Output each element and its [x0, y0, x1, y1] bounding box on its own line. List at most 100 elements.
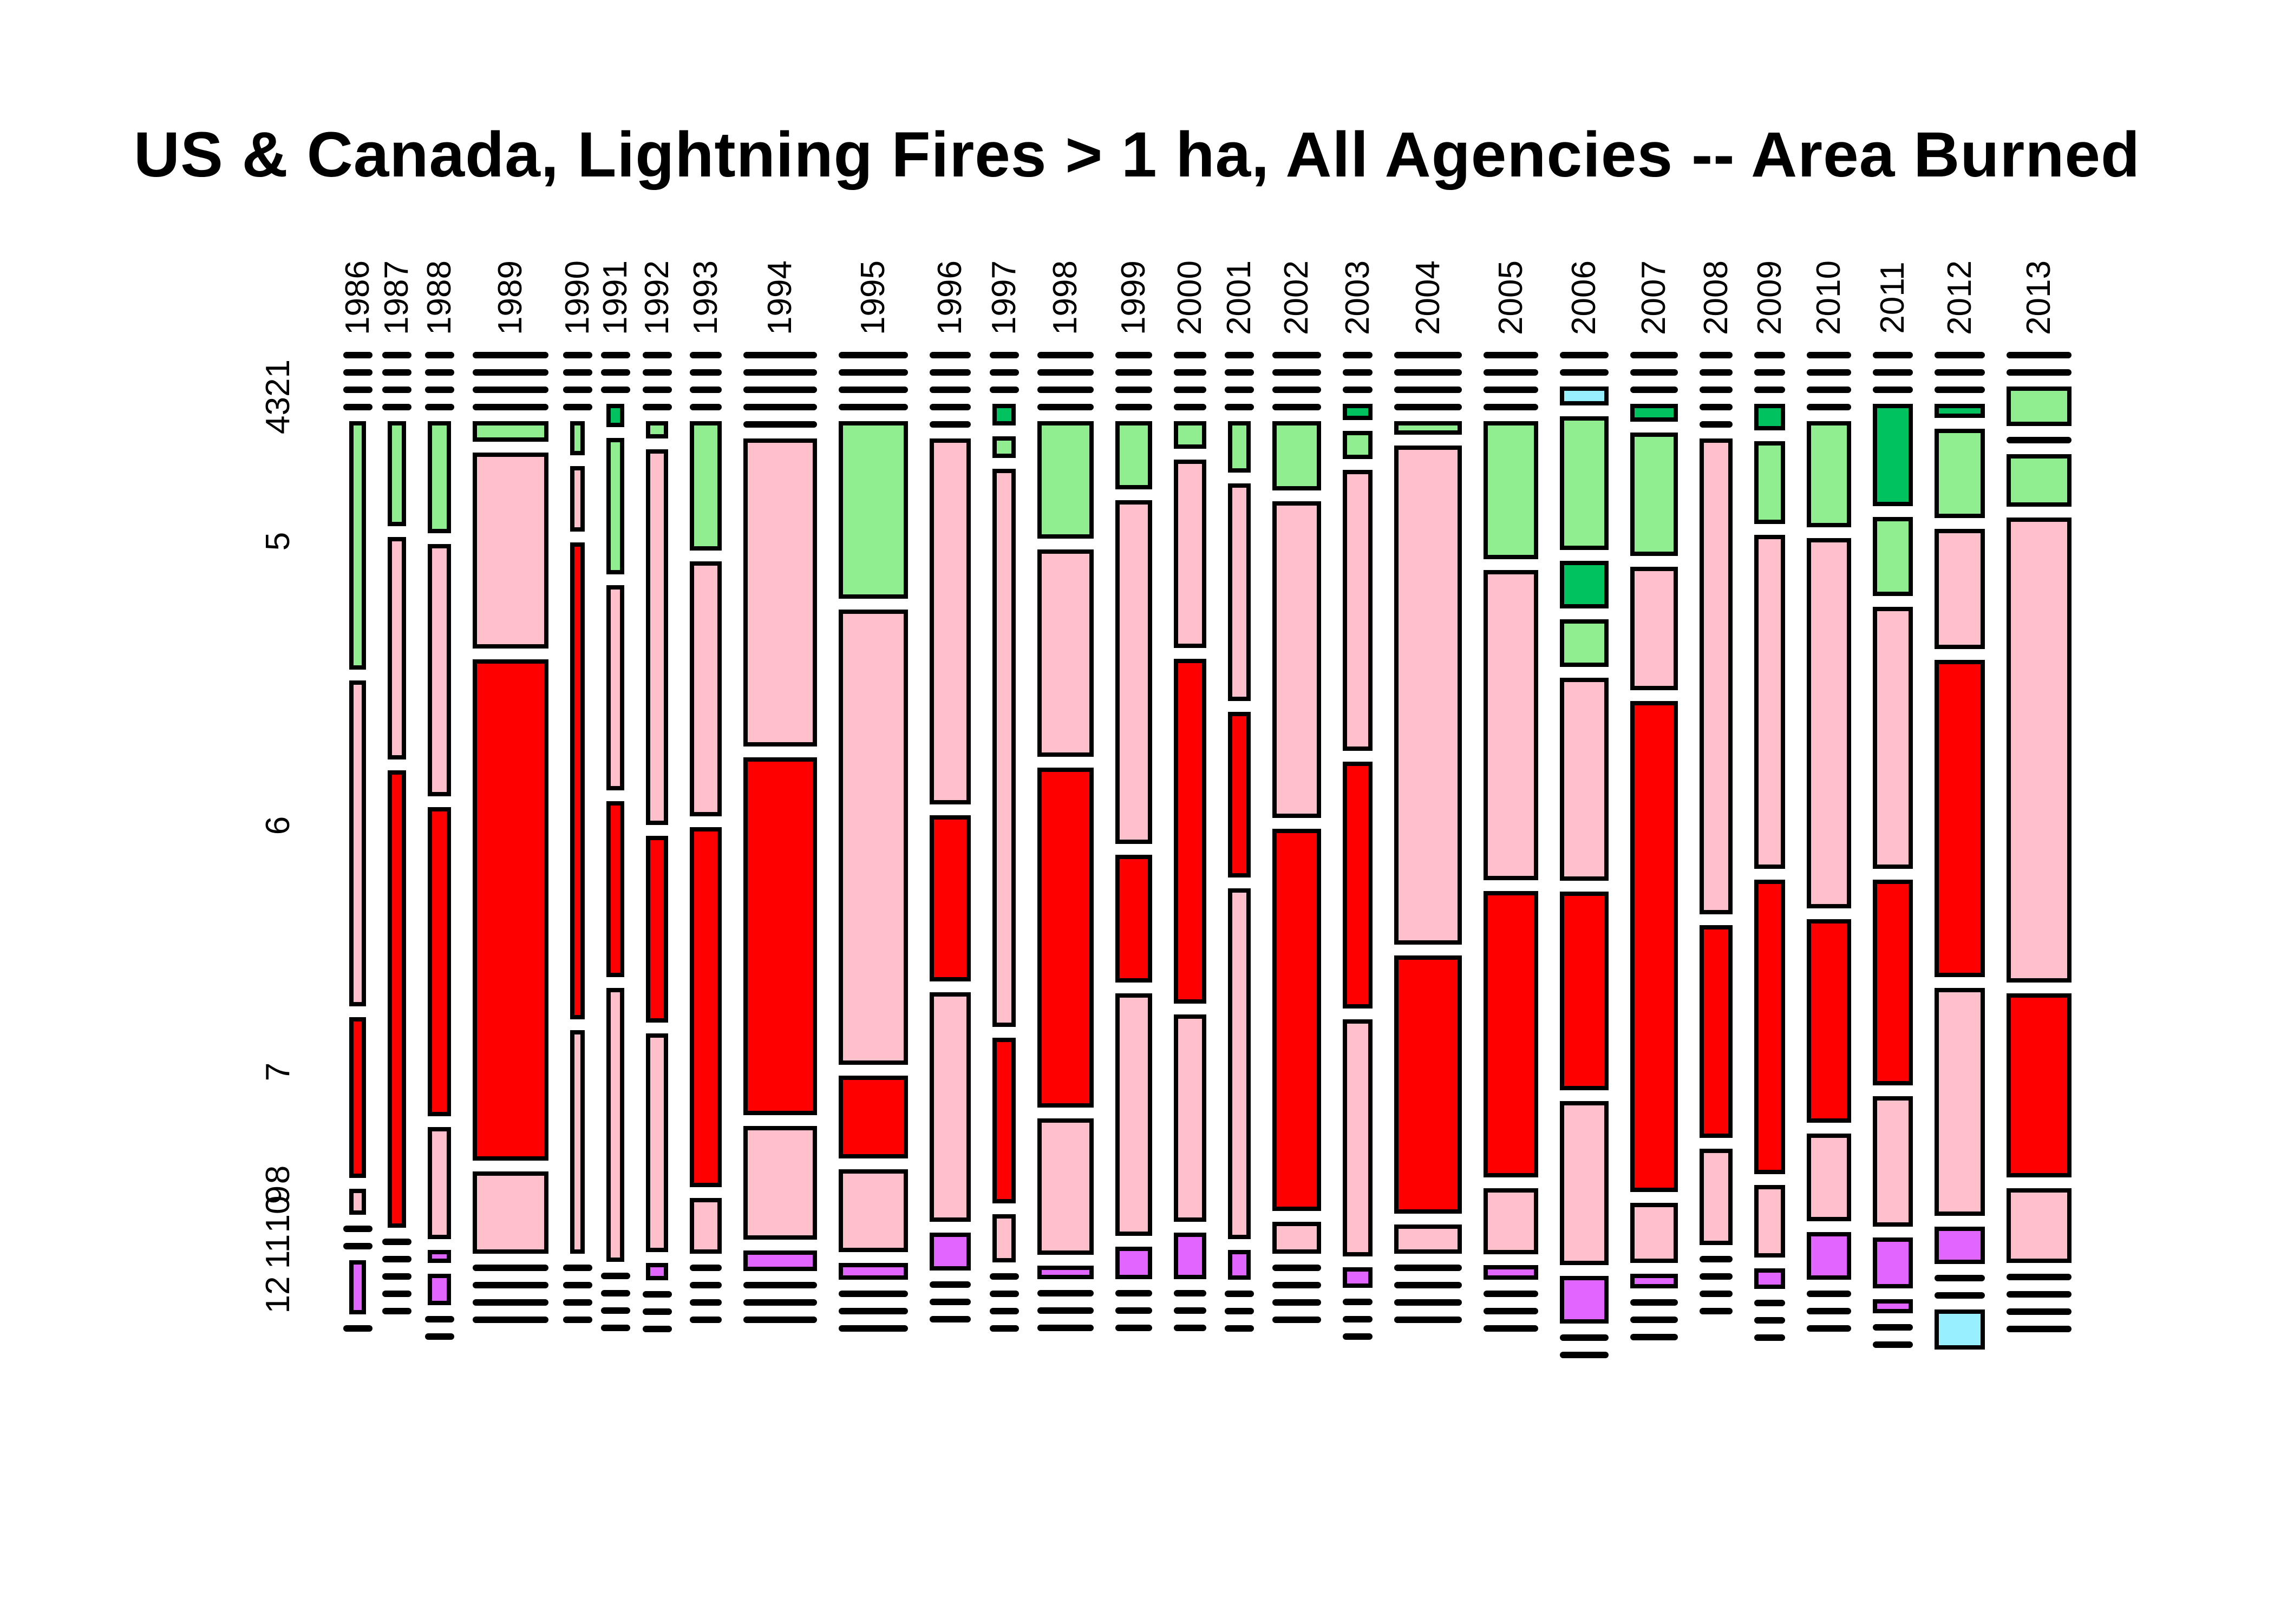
near-zero-month-dash — [382, 1239, 411, 1245]
near-zero-month-dash — [473, 369, 548, 376]
near-zero-month-dash — [343, 1243, 373, 1249]
mosaic-segment-1999-m5-lightgreen — [1115, 421, 1152, 489]
mosaic-segment-1999-m7-red — [1115, 855, 1152, 983]
near-zero-month-dash — [743, 1317, 817, 1323]
near-zero-month-dash — [930, 1316, 971, 1322]
near-zero-month-dash — [1272, 1265, 1321, 1271]
mosaic-segment-1991-m6-pink — [606, 585, 624, 790]
month-axis-label: 7 — [259, 1062, 297, 1082]
near-zero-month-dash — [563, 1317, 592, 1323]
mosaic-segment-2004-m5-lightgreen — [1394, 421, 1462, 435]
near-zero-month-dash — [2007, 1291, 2072, 1298]
mosaic-segment-2001-m5-lightgreen — [1228, 421, 1251, 473]
near-zero-month-dash — [1484, 1325, 1538, 1332]
mosaic-segment-1988-m5-lightgreen — [428, 421, 451, 533]
mosaic-segment-2007-m6-pink — [1630, 567, 1678, 690]
year-label-1990: 1990 — [558, 260, 596, 335]
year-column-2007 — [1630, 352, 1678, 1340]
near-zero-month-dash — [600, 1307, 630, 1314]
near-zero-month-dash — [473, 1282, 548, 1288]
year-column-1990 — [563, 352, 592, 1323]
mosaic-segment-1986-m11-violet — [349, 1260, 366, 1314]
year-column-1995 — [839, 352, 908, 1332]
mosaic-segment-2004-m8-pink — [1394, 1224, 1462, 1254]
near-zero-month-dash — [1873, 352, 1913, 358]
near-zero-month-dash — [2007, 1326, 2072, 1332]
near-zero-month-dash — [1754, 369, 1785, 376]
near-zero-month-dash — [690, 1299, 722, 1306]
year-label-2007: 2007 — [1635, 260, 1672, 335]
mosaic-segment-2006-m7-pink — [1560, 678, 1609, 881]
year-column-1994 — [743, 352, 817, 1323]
mosaic-segment-2003-m5-lightgreen — [1343, 431, 1373, 459]
mosaic-segment-2001-m9-violet — [1228, 1250, 1251, 1280]
mosaic-segment-2010-m9-violet — [1807, 1232, 1851, 1280]
mosaic-segment-1992-m8-pink — [646, 1033, 668, 1252]
year-column-2010 — [1807, 352, 1851, 1332]
near-zero-month-dash — [1630, 1317, 1678, 1323]
near-zero-month-dash — [1484, 369, 1538, 376]
mosaic-segment-1986-m6-pink — [349, 680, 366, 1006]
year-column-1987 — [382, 352, 411, 1314]
mosaic-segment-1991-m7-red — [606, 801, 624, 977]
mosaic-segment-1994-m7-red — [743, 757, 817, 1115]
year-column-2013 — [2007, 352, 2072, 1332]
near-zero-month-dash — [1700, 369, 1733, 376]
near-zero-month-dash — [743, 404, 817, 410]
near-zero-month-dash — [1272, 1299, 1321, 1306]
near-zero-month-dash — [839, 404, 908, 410]
year-column-2002 — [1272, 352, 1321, 1323]
mosaic-segment-1986-m8-pink — [349, 1189, 366, 1215]
mosaic-segment-1999-m9-violet — [1115, 1247, 1152, 1279]
mosaic-segment-2009-m5-lightgreen — [1754, 441, 1785, 524]
year-label-1997: 1997 — [985, 260, 1023, 335]
near-zero-month-dash — [1560, 369, 1609, 376]
mosaic-segment-2013-m3-lightgreen — [2007, 387, 2072, 426]
near-zero-month-dash — [600, 387, 630, 393]
near-zero-month-dash — [1037, 387, 1094, 393]
near-zero-month-dash — [1037, 1325, 1094, 1331]
year-column-1992 — [642, 352, 672, 1332]
near-zero-month-dash — [1873, 1324, 1913, 1331]
chart-title: US & Canada, Lightning Fires > 1 ha, All… — [133, 119, 2141, 191]
near-zero-month-dash — [1115, 352, 1152, 358]
mosaic-segment-1998-m8-pink — [1037, 1118, 1094, 1255]
mosaic-segment-2010-m7-red — [1807, 919, 1851, 1123]
year-column-2006 — [1560, 352, 1609, 1358]
mosaic-segment-2007-m8-pink — [1630, 1203, 1678, 1263]
mosaic-segment-2008-m6-pink — [1700, 438, 1733, 914]
near-zero-month-dash — [1630, 387, 1678, 393]
year-label-2013: 2013 — [2020, 260, 2057, 335]
mosaic-segment-2009-m7-red — [1754, 880, 1785, 1174]
near-zero-month-dash — [690, 404, 722, 410]
near-zero-month-dash — [642, 352, 672, 358]
near-zero-month-dash — [690, 387, 722, 393]
near-zero-month-dash — [473, 387, 548, 393]
mosaic-segment-1998-m5-lightgreen — [1037, 421, 1094, 539]
mosaic-segment-2013-m8-pink — [2007, 1188, 2072, 1263]
year-column-1993 — [690, 352, 722, 1323]
mosaic-segment-2005-m7-red — [1484, 891, 1538, 1177]
mosaic-segment-1999-m6-pink — [1115, 500, 1152, 844]
mosaic-segment-1996-m8-pink — [930, 992, 971, 1222]
near-zero-month-dash — [343, 369, 373, 376]
near-zero-month-dash — [382, 369, 411, 376]
near-zero-month-dash — [1754, 352, 1785, 358]
mosaic-segment-2010-m8-pink — [1807, 1134, 1851, 1221]
mosaic-segment-1986-m7-red — [349, 1017, 366, 1178]
mosaic-segment-1992-m5-lightgreen — [646, 421, 668, 438]
near-zero-month-dash — [642, 404, 672, 410]
near-zero-month-dash — [690, 1317, 722, 1323]
near-zero-month-dash — [989, 1273, 1019, 1280]
near-zero-month-dash — [690, 1265, 722, 1271]
near-zero-month-dash — [1700, 352, 1733, 358]
mosaic-segment-1998-m6-pink — [1037, 549, 1094, 757]
near-zero-month-dash — [343, 1226, 373, 1232]
mosaic-segment-2006-m5-green — [1560, 561, 1609, 608]
near-zero-month-dash — [1225, 1325, 1254, 1332]
mosaic-segment-2003-m4-green — [1343, 404, 1373, 420]
mosaic-segment-2008-m8-pink — [1700, 1149, 1733, 1245]
mosaic-segment-2006-m9-pink — [1560, 1101, 1609, 1265]
near-zero-month-dash — [839, 1291, 908, 1297]
near-zero-month-dash — [989, 387, 1019, 393]
